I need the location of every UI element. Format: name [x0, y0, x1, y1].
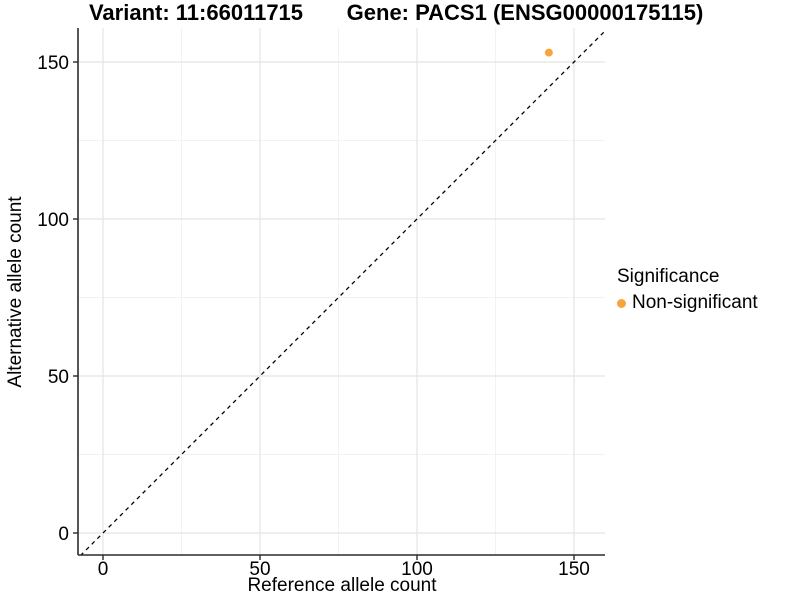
identity-line — [80, 30, 605, 555]
legend: Significance Non-significant — [617, 266, 758, 314]
y-tick-label-150: 150 — [37, 53, 69, 74]
legend-item-non-significant: Non-significant — [617, 292, 758, 314]
y-tick-label-100: 100 — [37, 210, 69, 231]
y-tick-label-50: 50 — [48, 367, 69, 388]
legend-key-dot-icon — [617, 298, 626, 308]
plot-title-gene: Gene: PACS1 (ENSG00000175115) — [346, 0, 704, 25]
y-tick-label-0: 0 — [58, 524, 69, 545]
x-tick-label-100: 100 — [401, 559, 433, 580]
legend-title: Significance — [617, 266, 720, 287]
x-tick-label-150: 150 — [558, 559, 590, 580]
x-tick-label-50: 50 — [249, 559, 270, 580]
x-tick-label-0: 0 — [98, 559, 109, 580]
x-axis-title: Reference allele count — [247, 575, 437, 596]
data-point — [544, 48, 553, 57]
plot-title-variant: Variant: 11:66011715 — [88, 0, 304, 25]
legend-item-label: Non-significant — [632, 292, 758, 313]
y-axis-title: Alternative allele count — [5, 196, 26, 388]
